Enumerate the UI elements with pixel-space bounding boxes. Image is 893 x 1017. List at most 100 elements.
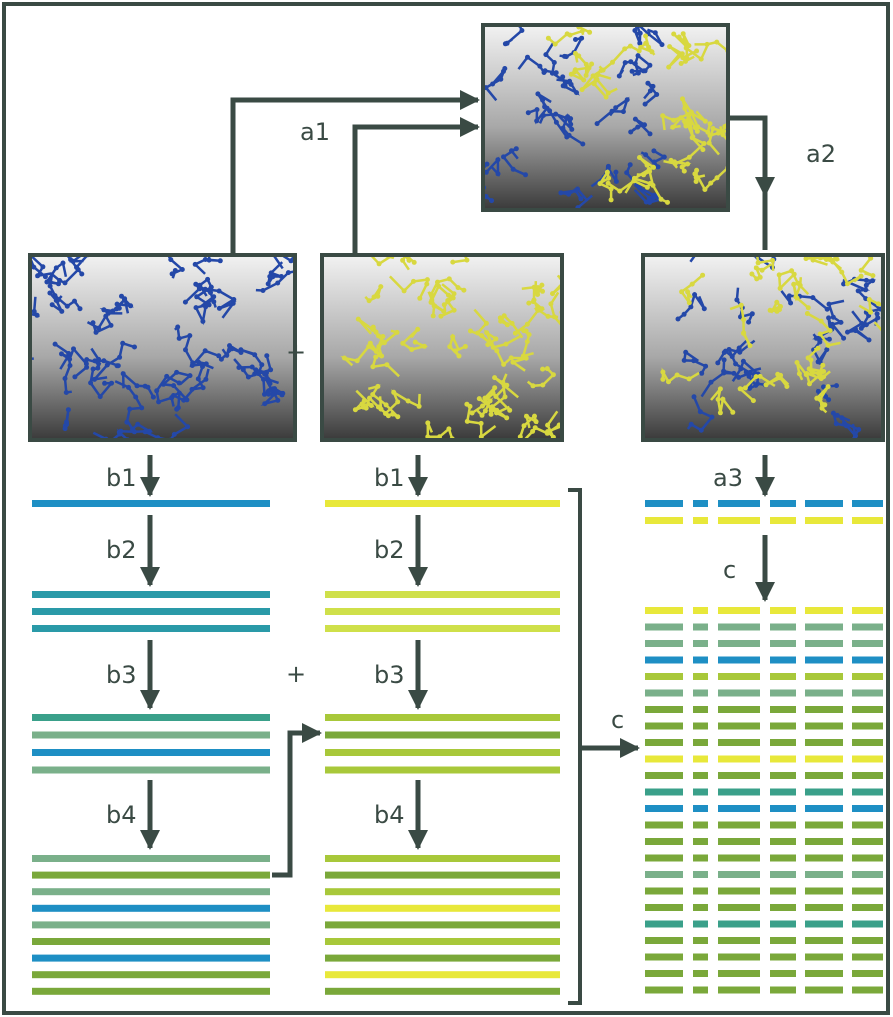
strand-bar (852, 954, 883, 961)
strand-bar (805, 789, 843, 796)
strand-bar (645, 706, 683, 713)
strand-bar (770, 888, 796, 895)
strand-bar (645, 805, 683, 812)
strand-bar (805, 904, 843, 911)
atom (567, 298, 572, 303)
strand-bar (325, 767, 560, 774)
strand-bar (805, 937, 843, 944)
strand-bar (693, 640, 708, 647)
strand-bar (693, 607, 708, 614)
strand-bar (770, 739, 796, 746)
strand-bar (645, 624, 683, 631)
strand-bar (693, 904, 708, 911)
atom (561, 216, 566, 221)
strand-bar (718, 888, 760, 895)
strand-bar (325, 500, 560, 507)
strand-bar (805, 673, 843, 680)
atom (550, 7, 555, 12)
strand-bar (852, 690, 883, 697)
strand-bar (645, 657, 683, 664)
strand-bar (325, 921, 560, 928)
images (0, 3, 893, 458)
molecule-image (473, 3, 748, 230)
image-bg (30, 255, 295, 440)
atom (563, 438, 568, 443)
strand-bar (805, 772, 843, 779)
strand-bar (693, 987, 708, 994)
strand-bar (718, 657, 760, 664)
strand-bar (32, 988, 270, 995)
strand-bar (718, 838, 760, 845)
strand-bar (325, 714, 560, 721)
strand-bar (770, 756, 796, 763)
strand-bar (645, 838, 683, 845)
strand-bar (32, 872, 270, 879)
arrows (150, 100, 765, 1003)
atom (16, 353, 21, 358)
strand-bar (852, 937, 883, 944)
step-label: b4 (106, 801, 137, 829)
atom (398, 248, 403, 253)
strand-bar (770, 904, 796, 911)
strand-bar (770, 921, 796, 928)
strand-bar (645, 987, 683, 994)
atom (695, 242, 700, 247)
atom (736, 170, 741, 175)
strand-bar (693, 937, 708, 944)
strand-bar (325, 955, 560, 962)
strand-bar (805, 756, 843, 763)
atom (407, 247, 412, 252)
strand-bar (693, 739, 708, 746)
strand-bar (805, 871, 843, 878)
strand-bar (852, 673, 883, 680)
strand-bar (693, 789, 708, 796)
strand-bar (718, 937, 760, 944)
strand-bar (770, 772, 796, 779)
strand-bar (693, 855, 708, 862)
strand-bar (770, 937, 796, 944)
strand-bar (325, 872, 560, 879)
strand-bar (32, 905, 270, 912)
atom (568, 225, 573, 230)
strand-bar (805, 739, 843, 746)
atom (743, 51, 748, 56)
strand-bar (693, 517, 708, 524)
step-label: b3 (374, 661, 405, 689)
strand-bar (325, 591, 560, 598)
strand-bar (805, 954, 843, 961)
strand-bar (693, 756, 708, 763)
strand-bar (32, 732, 270, 739)
strand-bar (852, 517, 883, 524)
strand-bar (693, 673, 708, 680)
strand-bar (852, 921, 883, 928)
diagram: a1 a2 a3 c c + + b1 b2 b3 b4 b1 b2 b3 b4 (0, 0, 893, 1017)
strand-bar (770, 723, 796, 730)
strand-bar (770, 954, 796, 961)
strand-bar (852, 500, 883, 507)
step-label: b1 (106, 464, 137, 492)
atom (0, 354, 1, 359)
strand-bar (718, 921, 760, 928)
strand-bar (805, 657, 843, 664)
strand-bar (693, 921, 708, 928)
strand-bar (805, 607, 843, 614)
strand-bar (645, 673, 683, 680)
atom (502, 8, 507, 13)
atom (854, 243, 859, 248)
strand-bar (32, 714, 270, 721)
strand-bar (770, 517, 796, 524)
strand-bar (805, 805, 843, 812)
strand-bar (852, 838, 883, 845)
strand-bar (693, 954, 708, 961)
atom (449, 247, 454, 252)
strand-bar (645, 871, 683, 878)
strand-bar (32, 591, 270, 598)
plus: + (286, 338, 306, 366)
strand-bar (325, 855, 560, 862)
atom (457, 241, 462, 246)
strand-bar (718, 723, 760, 730)
strand-bar (770, 855, 796, 862)
strand-bar (770, 607, 796, 614)
strand-bar (770, 690, 796, 697)
strand-bar (718, 673, 760, 680)
